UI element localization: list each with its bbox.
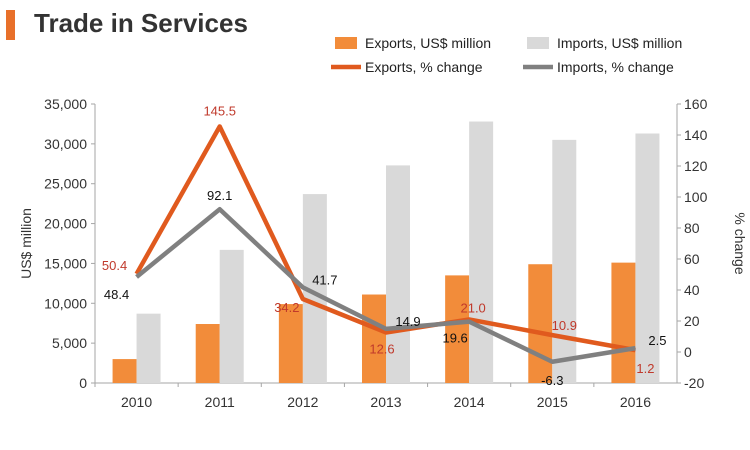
data-label-exports-2015: 10.9 (552, 318, 577, 333)
bar-exports-2011 (195, 324, 220, 383)
data-label-exports-2011: 145.5 (203, 103, 236, 118)
bar-exports-2014 (445, 275, 470, 383)
legend-swatch-imports-amount (527, 37, 549, 49)
right-tick-label: 20 (684, 313, 700, 329)
title-accent-bar (6, 10, 15, 40)
x-tick-label: 2013 (370, 394, 401, 410)
bar-imports-2015 (552, 139, 577, 383)
bar-imports-2013 (386, 165, 410, 383)
left-axis-title: US$ million (18, 208, 34, 279)
bar-imports-2016 (635, 133, 660, 383)
legend-label-exports-amount: Exports, US$ million (365, 35, 491, 51)
bar-imports-2011 (219, 249, 244, 383)
bar-exports-2016 (611, 262, 636, 383)
x-tick-label: 2014 (454, 394, 485, 410)
x-tick-label: 2015 (537, 394, 568, 410)
x-tick-label: 2011 (205, 394, 235, 410)
chart-title: Trade in Services (34, 8, 248, 38)
bar-exports-2015 (528, 264, 553, 383)
right-tick-label: 0 (684, 344, 692, 360)
right-tick-label: 60 (684, 251, 700, 267)
left-tick-label: 35,000 (44, 96, 87, 112)
right-tick-label: 100 (684, 189, 708, 205)
left-tick-label: 15,000 (44, 255, 87, 271)
x-tick-label: 2010 (121, 394, 152, 410)
data-label-exports-2014: 21.0 (460, 300, 485, 315)
left-tick-label: 0 (79, 375, 87, 391)
left-tick-label: 20,000 (44, 216, 87, 232)
x-tick-label: 2016 (620, 394, 651, 410)
right-tick-label: 140 (684, 127, 708, 143)
bar-exports-2013 (362, 294, 386, 383)
bar-imports-2014 (469, 121, 494, 383)
right-tick-label: 160 (684, 96, 708, 112)
data-label-imports-2010: 48.4 (104, 287, 129, 302)
data-label-exports-2012: 34.2 (274, 300, 299, 315)
left-tick-label: 10,000 (44, 295, 87, 311)
data-label-exports-2016: 1.2 (636, 361, 654, 376)
right-tick-label: 120 (684, 158, 708, 174)
bar-imports-2010 (136, 313, 161, 383)
left-tick-label: 30,000 (44, 136, 87, 152)
left-tick-label: 5,000 (52, 335, 87, 351)
left-tick-label: 25,000 (44, 176, 87, 192)
bar-exports-2010 (112, 359, 137, 383)
data-label-imports-2013: 14.9 (395, 314, 420, 329)
right-tick-label: 40 (684, 282, 700, 298)
data-label-imports-2015: -6.3 (541, 373, 563, 388)
line-exports-change (134, 124, 636, 353)
legend-swatch-exports-amount (335, 37, 357, 49)
data-label-imports-2012: 41.7 (312, 272, 337, 287)
bar-exports-2012 (278, 304, 303, 383)
data-label-imports-2016: 2.5 (648, 333, 666, 348)
data-label-imports-2014: 19.6 (442, 331, 467, 346)
line-imports-change (135, 206, 636, 365)
legend-label-imports-amount: Imports, US$ million (557, 35, 682, 51)
right-axis-title: % change (732, 212, 748, 274)
legend-label-imports-change: Imports, % change (557, 59, 674, 75)
x-tick-label: 2012 (287, 394, 318, 410)
data-label-exports-2010: 50.4 (102, 258, 127, 273)
right-tick-label: -20 (684, 375, 704, 391)
data-label-exports-2013: 12.6 (369, 341, 394, 356)
legend-label-exports-change: Exports, % change (365, 59, 483, 75)
data-label-imports-2011: 92.1 (207, 188, 232, 203)
right-tick-label: 80 (684, 220, 700, 236)
